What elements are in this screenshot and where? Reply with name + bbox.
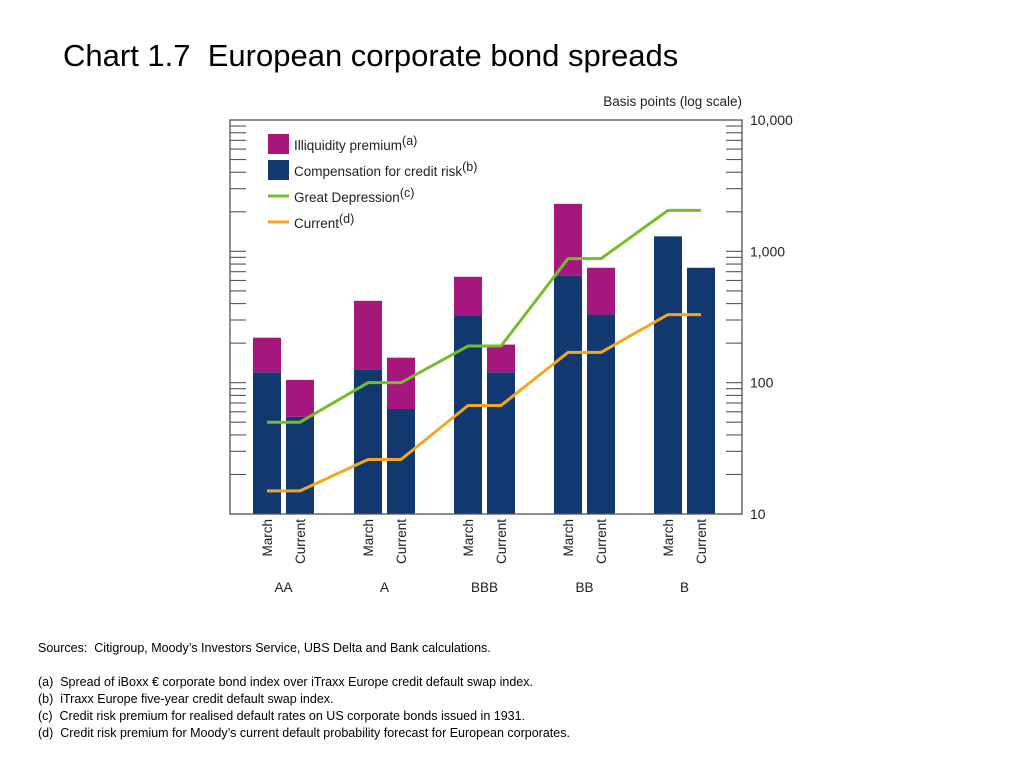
bar-credit-risk — [387, 409, 415, 514]
y-axis-label: Basis points (log scale) — [603, 94, 742, 109]
bar-illiquidity — [253, 337, 281, 373]
bar-label: Current — [594, 519, 609, 564]
bar-illiquidity — [587, 267, 615, 315]
bar-label: March — [260, 519, 275, 557]
lines-layer — [267, 208, 701, 493]
group-label: BB — [575, 580, 593, 595]
legend-swatch-credit — [268, 160, 289, 180]
group-label: B — [680, 580, 689, 595]
legend-label-current: Current(d) — [294, 212, 354, 231]
bar-illiquidity — [454, 276, 482, 316]
right-minor-ticks — [726, 125, 742, 515]
bar-label: Current — [494, 519, 509, 564]
bar-label: March — [661, 519, 676, 557]
bar-credit-risk — [487, 372, 515, 514]
legend: Illiquidity premium(a) Compensation for … — [268, 134, 477, 231]
bar-credit-risk — [286, 416, 314, 514]
bar-credit-risk — [587, 314, 615, 514]
y-tick-label: 100 — [750, 375, 774, 391]
legend-label-credit: Compensation for credit risk(b) — [294, 160, 477, 179]
left-minor-ticks — [230, 125, 246, 515]
bar-label: March — [561, 519, 576, 557]
legend-label-depression: Great Depression(c) — [294, 186, 414, 205]
chart-title: Chart 1.7 European corporate bond spread… — [63, 38, 679, 73]
group-label: A — [380, 580, 389, 595]
bar-label: Current — [394, 519, 409, 564]
current-line — [267, 313, 701, 493]
bar-credit-risk — [654, 236, 682, 514]
bar-credit-risk — [354, 369, 382, 514]
sources-note: Sources: Citigroup, Moody’s Investors Se… — [38, 641, 491, 655]
y-tick-label: 10,000 — [750, 112, 793, 128]
footnote-b: (b) iTraxx Europe five-year credit defau… — [38, 692, 334, 706]
footnote-a: (a) Spread of iBoxx € corporate bond ind… — [38, 675, 533, 689]
notes: Sources: Citigroup, Moody’s Investors Se… — [38, 640, 570, 742]
y-tick-label: 1,000 — [750, 243, 785, 259]
bar-illiquidity — [554, 203, 582, 276]
bar-credit-risk — [554, 275, 582, 514]
group-label: BBB — [471, 580, 498, 595]
plot-frame — [229, 119, 743, 515]
group-label: AA — [274, 580, 292, 595]
bar-label: March — [361, 519, 376, 557]
y-tick-labels: 10,000 1,000 100 10 — [750, 112, 793, 522]
bar-label: Current — [293, 519, 308, 564]
bar-illiquidity — [286, 379, 314, 417]
bar-illiquidity — [487, 344, 515, 373]
bar-illiquidity — [354, 300, 382, 370]
footnote-d: (d) Credit risk premium for Moody’s curr… — [38, 726, 570, 740]
y-tick-label: 10 — [750, 506, 766, 522]
bar-credit-risk — [253, 372, 281, 514]
legend-label-illiquidity: Illiquidity premium(a) — [294, 134, 417, 153]
chart: Basis points (log scale) 10,0001,0001001… — [229, 94, 793, 595]
bar-label: March — [461, 519, 476, 557]
bar-credit-risk — [687, 267, 715, 514]
bars-layer — [253, 203, 715, 514]
legend-swatch-illiquidity — [268, 134, 289, 154]
footnote-c: (c) Credit risk premium for realised def… — [38, 709, 526, 723]
great-depression-line — [267, 208, 701, 424]
bar-label: Current — [694, 519, 709, 564]
x-axis-labels: March Current AA March Current A March Current B… — [260, 519, 709, 595]
